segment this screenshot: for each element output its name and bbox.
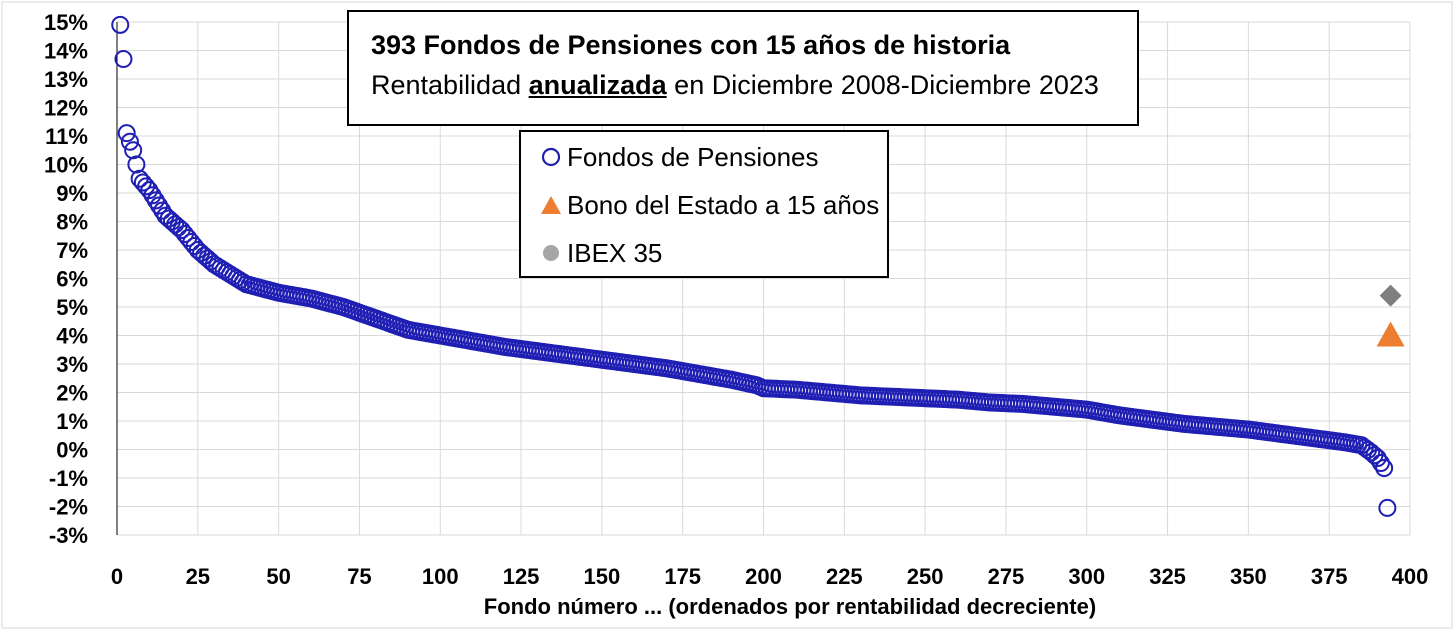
y-tick-label: 0%	[56, 438, 88, 463]
triangle-marker-icon	[539, 193, 563, 217]
y-tick-label: 7%	[56, 238, 88, 263]
y-tick-label: 14%	[44, 39, 88, 64]
y-tick-label: 1%	[56, 409, 88, 434]
ibex-point	[1379, 284, 1402, 307]
grid-lines	[116, 21, 1411, 536]
fondo-point	[1371, 454, 1390, 473]
legend-item-fondos: Fondos de Pensiones	[539, 140, 819, 174]
x-tick-label: 50	[266, 564, 290, 589]
y-tick-label: 12%	[44, 96, 88, 121]
fondo-point	[166, 215, 185, 234]
y-tick-label: 8%	[56, 210, 88, 235]
legend: Fondos de Pensiones Bono del Estado a 15…	[519, 130, 889, 278]
x-tick-label: 250	[907, 564, 944, 589]
x-tick-label: 400	[1392, 564, 1429, 589]
y-tick-label: 9%	[56, 181, 88, 206]
legend-item-bono: Bono del Estado a 15 años	[539, 188, 879, 222]
x-tick-label: 325	[1149, 564, 1186, 589]
y-tick-label: 6%	[56, 267, 88, 292]
fondo-point	[117, 124, 136, 143]
y-tick-label: 5%	[56, 295, 88, 320]
y-tick-label: -1%	[49, 466, 88, 491]
y-tick-label: 11%	[45, 124, 88, 149]
fondo-point	[1378, 498, 1397, 517]
x-axis-label: Fondo número ... (ordenados por rentabil…	[484, 594, 1096, 619]
y-tick-label: 10%	[44, 153, 88, 178]
fondo-point	[114, 50, 133, 69]
x-tick-label: 25	[186, 564, 210, 589]
y-tick-label: -2%	[49, 495, 88, 520]
x-tick-label: 275	[988, 564, 1025, 589]
y-tick-label: 15%	[44, 10, 88, 35]
x-tick-label: 150	[584, 564, 621, 589]
data-points	[111, 15, 1405, 517]
x-tick-label: 375	[1311, 564, 1348, 589]
x-tick-label: 75	[347, 564, 371, 589]
fondo-point	[1362, 443, 1381, 462]
subtitle-suffix: en Diciembre 2008-Diciembre 2023	[666, 70, 1099, 100]
y-tick-label: 4%	[56, 324, 88, 349]
x-tick-label: 100	[422, 564, 459, 589]
x-tick-label: 225	[826, 564, 863, 589]
y-tick-label: 3%	[56, 352, 88, 377]
y-tick-label: 13%	[44, 67, 88, 92]
fondo-point	[111, 15, 130, 34]
x-tick-label: 125	[503, 564, 540, 589]
x-tick-label: 200	[745, 564, 782, 589]
legend-label-ibex: IBEX 35	[567, 237, 663, 268]
fondo-point	[185, 237, 204, 256]
x-tick-label: 350	[1230, 564, 1267, 589]
fondo-point	[169, 218, 188, 237]
dot-marker-icon	[539, 241, 563, 265]
x-tick-labels: 0 25 50 75 100 125 150 175 200 225 250 275 300 325 350…	[111, 564, 1428, 589]
subtitle-emphasis: anualizada	[528, 70, 667, 100]
x-tick-label: 0	[111, 564, 123, 589]
bono-point	[1376, 321, 1405, 347]
circle-marker-icon	[539, 145, 563, 169]
y-tick-labels: 15% 14% 13% 12% 11% 10% 9% 8% 7% 6% 5% 4% 3% 2% 1% 0% -1…	[44, 10, 88, 548]
x-tick-label: 300	[1068, 564, 1105, 589]
chart-title: 393 Fondos de Pensiones con 15 años de h…	[371, 30, 1011, 60]
y-tick-label: 2%	[56, 381, 88, 406]
subtitle-prefix: Rentabilidad	[371, 70, 529, 100]
y-tick-label: -3%	[49, 523, 88, 548]
fondo-point	[1368, 449, 1387, 468]
chart-subtitle: Rentabilidad anualizada en Diciembre 200…	[371, 70, 1099, 101]
x-tick-label: 175	[664, 564, 701, 589]
fondo-point	[137, 177, 156, 196]
chart-title-box: 393 Fondos de Pensiones con 15 años de h…	[347, 10, 1139, 126]
legend-label-fondos: Fondos de Pensiones	[567, 141, 819, 172]
legend-item-ibex: IBEX 35	[539, 236, 662, 270]
fondo-point	[120, 132, 139, 151]
fondo-point	[1375, 459, 1394, 478]
legend-label-bono: Bono del Estado a 15 años	[567, 189, 880, 220]
